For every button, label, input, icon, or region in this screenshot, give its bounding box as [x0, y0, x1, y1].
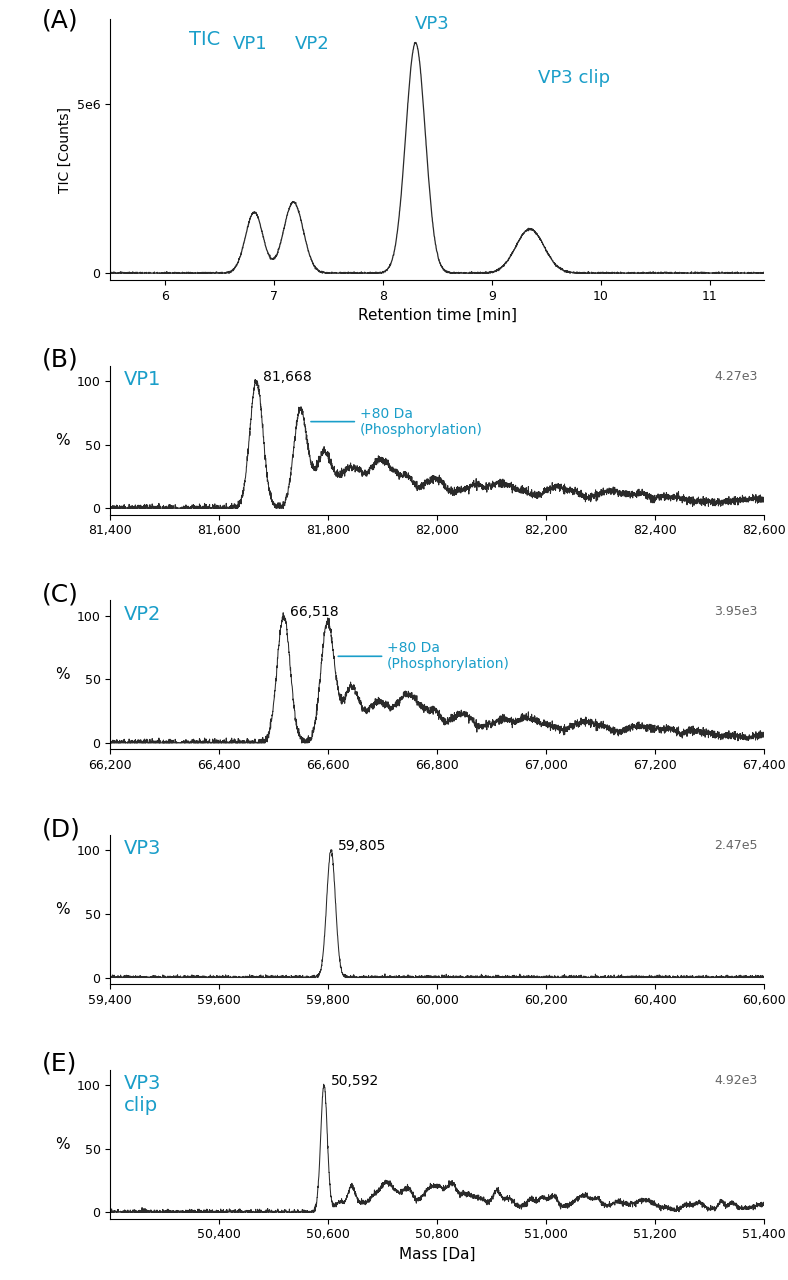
Text: VP3: VP3 [124, 840, 161, 859]
Text: (C): (C) [42, 582, 79, 607]
Text: 2.47e5: 2.47e5 [714, 840, 758, 852]
Text: (B): (B) [42, 348, 78, 371]
Text: TIC: TIC [189, 29, 220, 49]
Text: (A): (A) [42, 9, 78, 33]
Y-axis label: %: % [55, 667, 70, 682]
Text: 3.95e3: 3.95e3 [715, 604, 758, 618]
Text: VP3: VP3 [414, 15, 449, 33]
Text: 81,668: 81,668 [263, 370, 312, 384]
Text: +80 Da
(Phosphorylation): +80 Da (Phosphorylation) [338, 641, 510, 672]
Y-axis label: TIC [Counts]: TIC [Counts] [58, 106, 72, 192]
Text: VP1: VP1 [232, 35, 267, 52]
Text: VP1: VP1 [124, 370, 161, 389]
Text: (E): (E) [42, 1052, 77, 1075]
Text: +80 Da
(Phosphorylation): +80 Da (Phosphorylation) [311, 407, 483, 436]
Text: 66,518: 66,518 [290, 604, 339, 618]
Text: VP2: VP2 [295, 35, 329, 52]
Text: 59,805: 59,805 [337, 840, 386, 854]
Text: (D): (D) [42, 817, 80, 841]
Y-axis label: %: % [55, 433, 70, 448]
Text: 4.92e3: 4.92e3 [715, 1074, 758, 1087]
Text: 50,592: 50,592 [330, 1074, 379, 1088]
X-axis label: Mass [Da]: Mass [Da] [399, 1247, 476, 1262]
Text: VP3
clip: VP3 clip [124, 1074, 161, 1115]
Text: 4.27e3: 4.27e3 [715, 370, 758, 383]
Text: VP2: VP2 [124, 604, 161, 623]
Text: VP3 clip: VP3 clip [537, 69, 610, 87]
X-axis label: Retention time [min]: Retention time [min] [358, 308, 517, 324]
Y-axis label: %: % [55, 902, 70, 916]
Y-axis label: %: % [55, 1137, 70, 1152]
